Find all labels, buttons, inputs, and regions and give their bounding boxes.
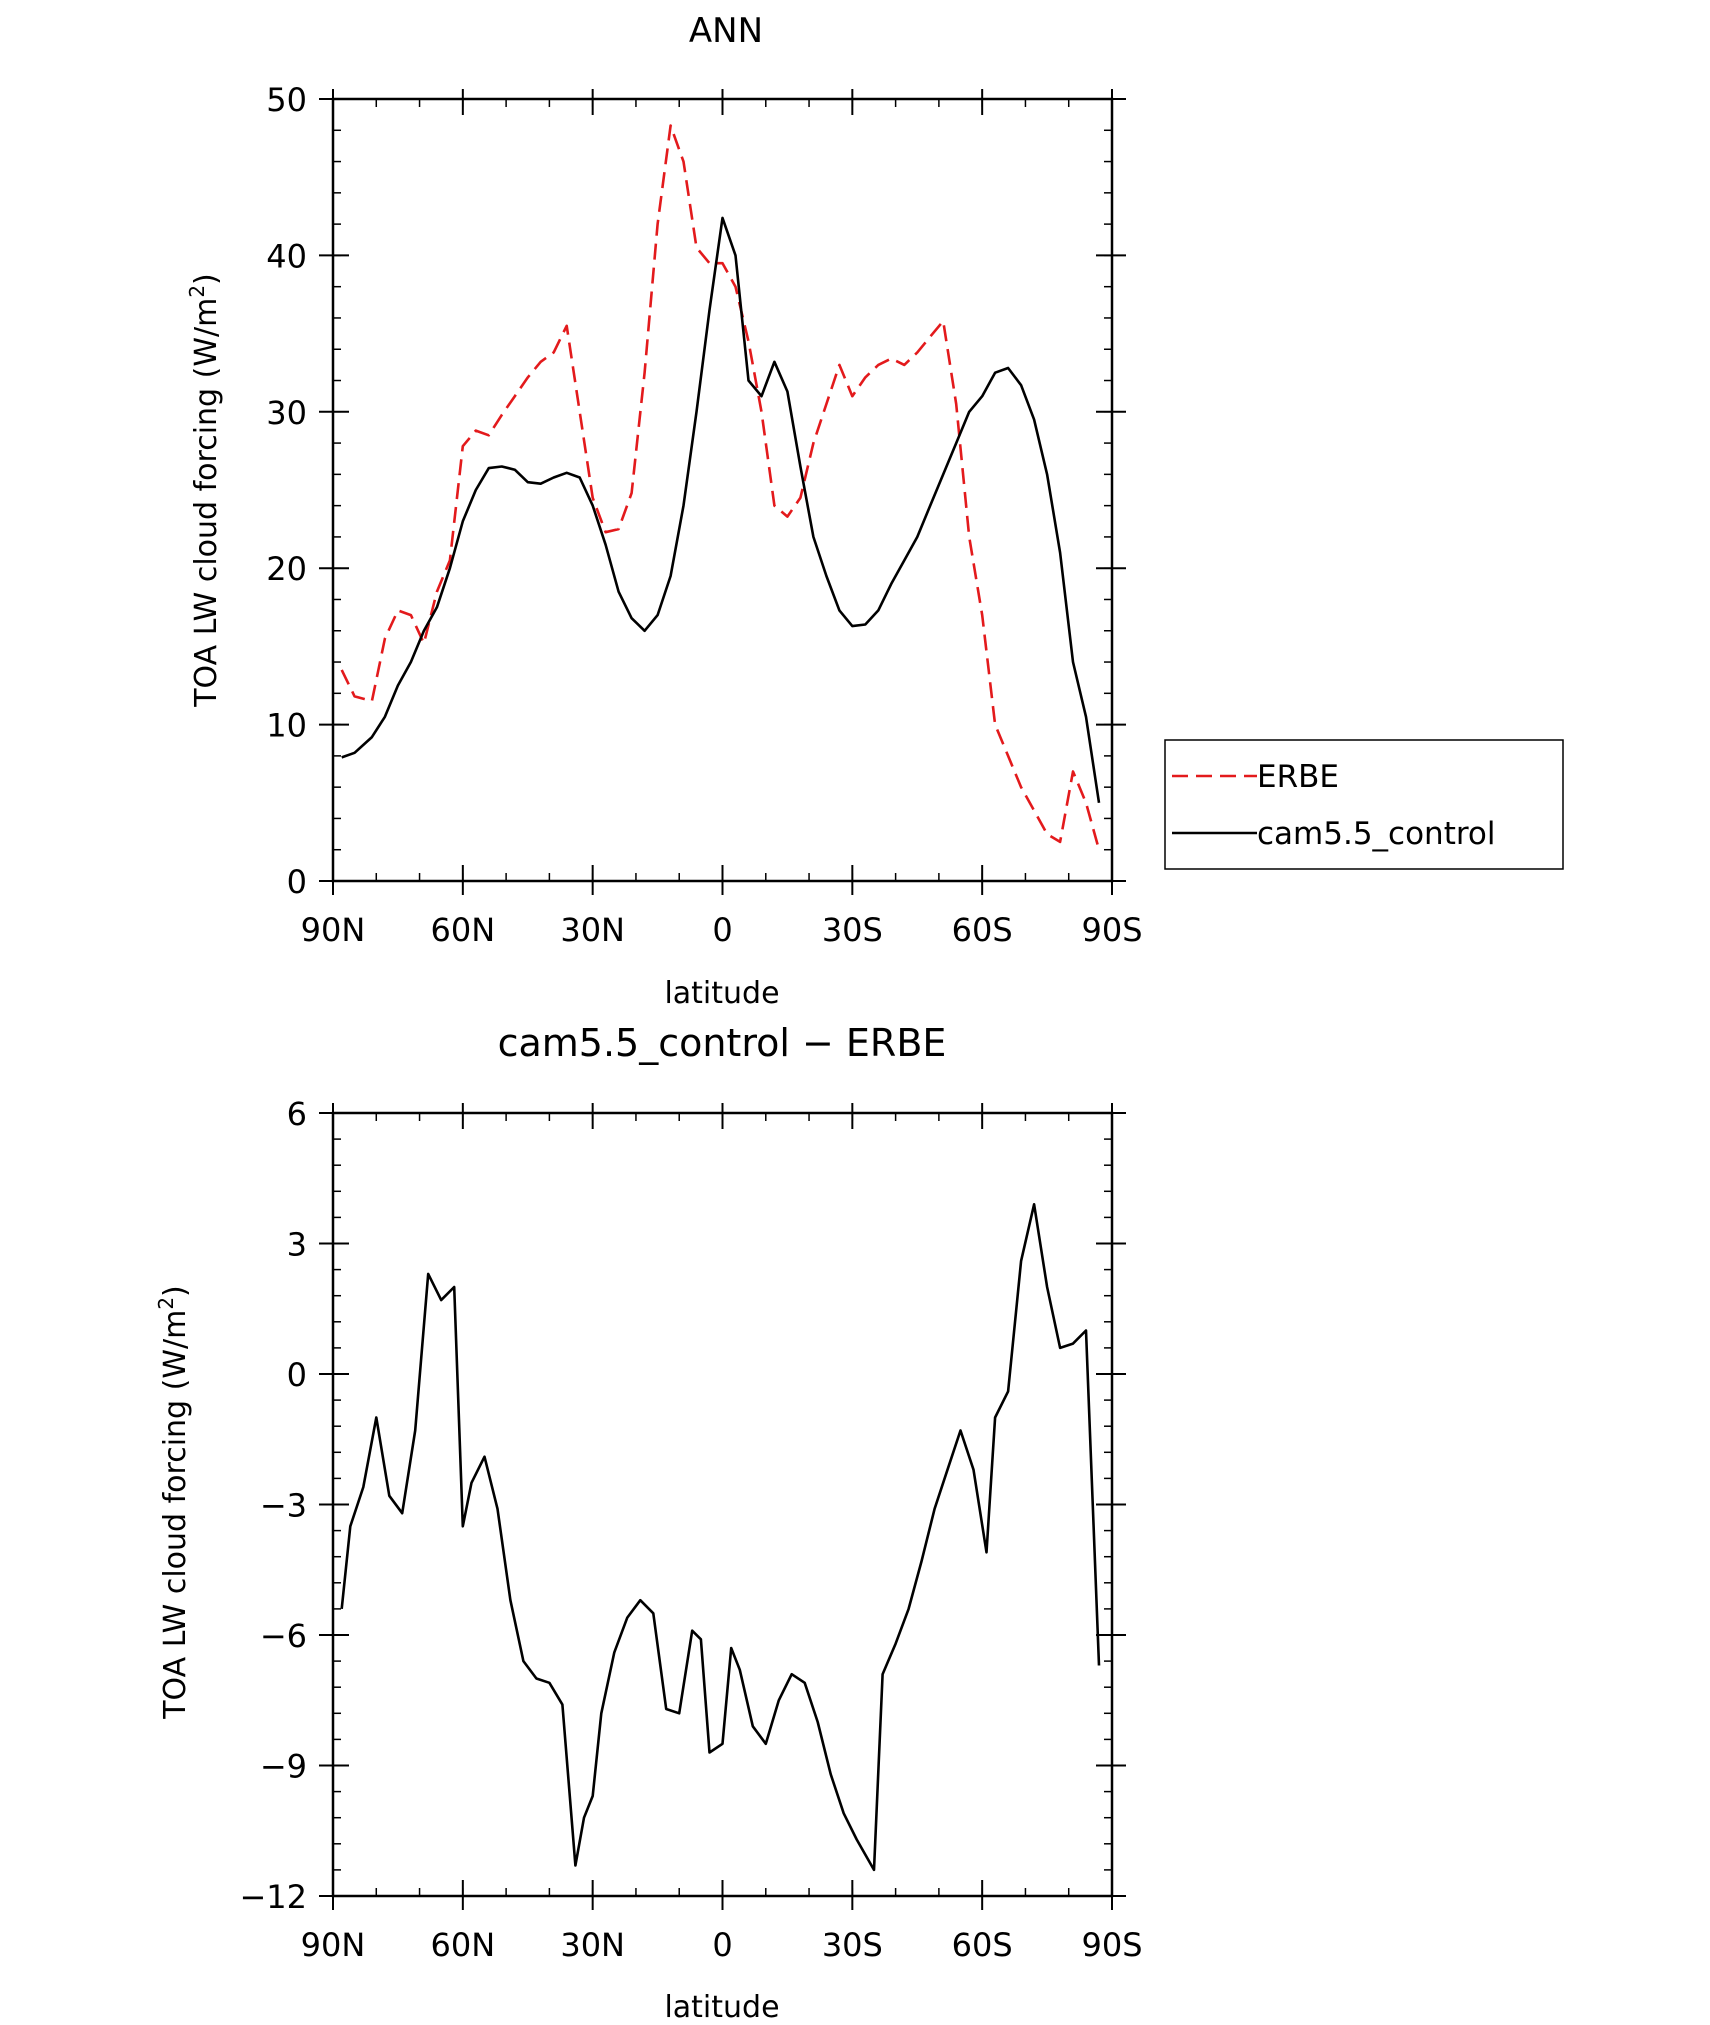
bottom-y-tick-label: 6 bbox=[287, 1095, 307, 1133]
bottom-y-tick-label: −3 bbox=[260, 1487, 307, 1525]
top-x-tick-label: 60N bbox=[431, 911, 496, 949]
top-y-axis-label-end: ) bbox=[189, 273, 224, 285]
bottom-y-tick-label: −12 bbox=[239, 1878, 307, 1916]
bottom-series-line-difference bbox=[340, 1203, 1101, 1872]
bottom-y-axis-label-end: ) bbox=[158, 1285, 193, 1297]
top-y-axis-label-main: TOA LW cloud forcing (W/m bbox=[189, 298, 224, 708]
bottom-plot-frame bbox=[331, 1111, 1114, 1898]
legend-box bbox=[1164, 739, 1564, 870]
top-plot-frame bbox=[331, 97, 1114, 883]
top-x-tick-label: 0 bbox=[712, 911, 732, 949]
top-x-tick-label: 60S bbox=[952, 911, 1013, 949]
bottom-x-tick-label: 90S bbox=[1081, 1926, 1142, 1964]
top-y-tick-label: 50 bbox=[266, 81, 307, 119]
top-x-tick-label: 30N bbox=[560, 911, 625, 949]
top-y-tick-label: 10 bbox=[266, 707, 307, 745]
bottom-x-axis-label: latitude bbox=[664, 1990, 779, 2021]
legend-erbe-label: ERBE bbox=[1257, 759, 1339, 795]
bottom-y-tick-label: −6 bbox=[260, 1617, 307, 1655]
bottom-y-axis-label-sup: 2 bbox=[154, 1297, 178, 1310]
top-y-ticks: 0 10 20 30 40 50 bbox=[266, 81, 1126, 901]
top-x-tick-label: 90N bbox=[301, 911, 366, 949]
bottom-x-tick-label: 90N bbox=[301, 1926, 366, 1964]
bottom-series-group bbox=[340, 1203, 1101, 1872]
top-x-ticks: 90N 60N 30N 0 30S 60S 90S bbox=[301, 89, 1143, 949]
bottom-x-tick-label: 60S bbox=[952, 1926, 1013, 1964]
legend-cam-label: cam5.5_control bbox=[1257, 816, 1496, 852]
bottom-y-tick-label: 0 bbox=[287, 1356, 307, 1394]
top-x-axis-label: latitude bbox=[664, 976, 779, 1011]
bottom-x-tick-label: 60N bbox=[431, 1926, 496, 1964]
bottom-title: cam5.5_control − ERBE bbox=[498, 1021, 947, 1065]
top-y-axis-label: TOA LW cloud forcing (W/m2) bbox=[185, 273, 224, 708]
bottom-y-ticks: 6 3 0 −3 −6 −9 −12 bbox=[239, 1095, 1126, 1916]
top-title: ANN bbox=[689, 11, 763, 51]
top-y-axis-label-sup: 2 bbox=[185, 285, 209, 298]
top-series-group bbox=[340, 124, 1101, 851]
bottom-x-tick-label: 30N bbox=[560, 1926, 625, 1964]
top-x-tick-label: 90S bbox=[1081, 911, 1142, 949]
top-y-tick-label: 30 bbox=[266, 394, 307, 432]
top-y-tick-label: 20 bbox=[266, 550, 307, 588]
panel-top: ANN 0 10 20 30 40 50 90N 60N 30N 0 30S 60S 90S lati… bbox=[185, 11, 1564, 1011]
top-y-tick-label: 40 bbox=[266, 237, 307, 275]
top-series-line-cam5-5-control bbox=[341, 216, 1101, 803]
top-series-line-erbe bbox=[340, 124, 1101, 851]
bottom-y-axis-label-main: TOA LW cloud forcing (W/m bbox=[158, 1310, 193, 1720]
top-x-tick-label: 30S bbox=[822, 911, 883, 949]
top-y-tick-label: 0 bbox=[287, 863, 307, 901]
bottom-y-tick-label: 3 bbox=[287, 1226, 307, 1264]
bottom-y-axis-label: TOA LW cloud forcing (W/m2) bbox=[154, 1285, 193, 1720]
bottom-x-tick-label: 0 bbox=[712, 1926, 732, 1964]
panel-bottom: cam5.5_control − ERBE 6 3 0 −3 −6 −9 −12 90N 60… bbox=[154, 1021, 1143, 2025]
bottom-x-ticks: 90N 60N 30N 0 30S 60S 90S bbox=[301, 1103, 1143, 1964]
bottom-y-tick-label: −9 bbox=[260, 1748, 307, 1786]
legend: ERBE cam5.5_control bbox=[1164, 739, 1564, 870]
bottom-x-tick-label: 30S bbox=[822, 1926, 883, 1964]
